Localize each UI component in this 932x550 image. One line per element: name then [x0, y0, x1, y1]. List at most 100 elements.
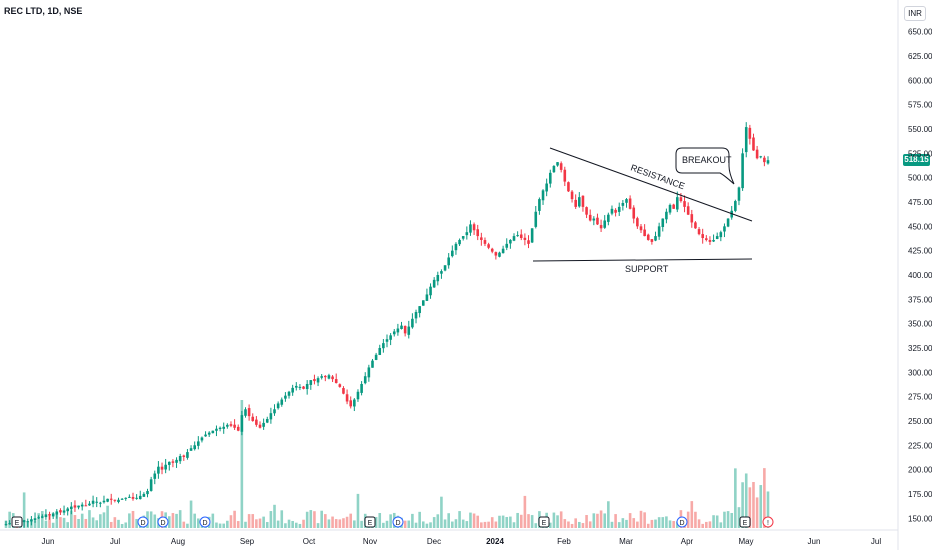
candle-body	[603, 220, 607, 228]
candle-body	[556, 162, 559, 166]
volume-bar	[360, 520, 363, 528]
candle-body	[186, 452, 189, 458]
volume-bar	[559, 511, 563, 528]
volume-bar	[534, 523, 538, 528]
candles	[4, 122, 770, 528]
volume-bar	[255, 519, 258, 528]
candle-body	[374, 354, 378, 360]
volume-bar	[509, 516, 512, 528]
volume-bar	[599, 510, 603, 528]
volume-bar	[730, 512, 734, 528]
volume-bar	[102, 512, 106, 528]
volume-bar	[596, 513, 599, 528]
volume-bar	[222, 523, 226, 528]
volume-bar	[432, 517, 436, 528]
candle-body	[345, 394, 349, 402]
candle-body	[70, 506, 73, 510]
candle-body	[309, 380, 313, 385]
earnings-marker	[364, 516, 376, 528]
candle-body	[8, 523, 11, 525]
volume-bar	[316, 523, 320, 528]
candle-body	[447, 257, 450, 266]
currency-button[interactable]: INR	[904, 6, 926, 21]
candle-body	[668, 204, 672, 213]
candle-body	[236, 426, 240, 431]
volume-bar	[527, 514, 530, 528]
volume-bar	[62, 517, 66, 528]
volume-bar	[603, 513, 607, 528]
volume-bar	[734, 468, 737, 528]
dividend-marker	[137, 516, 149, 528]
candle-body	[378, 347, 382, 355]
candle-body	[135, 497, 138, 499]
volume-bar	[556, 515, 559, 528]
volume-bar	[385, 520, 389, 528]
candle-body	[483, 240, 487, 244]
candle-body	[552, 166, 556, 173]
support-line	[532, 258, 753, 262]
volume-bar	[705, 521, 708, 528]
volume-bar	[37, 513, 40, 528]
volume-bar	[324, 514, 327, 528]
volume-bar	[411, 513, 414, 528]
time-axis: Jun Jul Aug Sep Oct Nov Dec 2024 Feb Mar Apr May Jun…	[42, 537, 882, 546]
event-marker-label: D	[160, 520, 165, 527]
candle-body	[403, 325, 407, 334]
volume-bar	[454, 519, 458, 528]
volume-bar	[461, 519, 465, 528]
dividend-marker	[676, 516, 688, 528]
volume-bar	[128, 513, 131, 528]
candle-body	[327, 375, 331, 379]
event-marker-label: E	[743, 520, 748, 527]
price-tick-label: 525.00	[908, 149, 932, 158]
candle-body	[244, 409, 247, 416]
volume-bar	[708, 521, 712, 528]
candle-body	[578, 197, 581, 207]
volume-bar	[472, 513, 476, 528]
candle-body	[650, 239, 654, 242]
volume-bar	[614, 514, 617, 528]
volume-bar	[451, 521, 454, 528]
volume-bar	[109, 521, 113, 528]
support-label: SUPPORT	[625, 264, 669, 274]
volume-bar	[487, 521, 490, 528]
candle-body	[222, 426, 226, 429]
candle-body	[509, 239, 512, 244]
candle-body	[331, 376, 334, 380]
volume-bar	[233, 510, 236, 528]
volume-bar	[91, 517, 95, 528]
volume-bar	[113, 517, 117, 528]
candle-body	[425, 294, 429, 301]
volume-bar	[737, 507, 741, 528]
candle-body	[324, 375, 327, 378]
volume-bar	[265, 522, 269, 528]
candle-body	[273, 409, 276, 414]
candle-body	[385, 339, 389, 342]
candle-body	[766, 160, 770, 164]
volume-bars	[4, 400, 770, 528]
volume-bar	[77, 518, 80, 528]
candle-body	[66, 508, 69, 512]
volume-bar	[284, 523, 287, 528]
volume-bar	[425, 523, 429, 528]
candle-body	[512, 236, 516, 241]
candle-body	[73, 505, 77, 508]
earnings-marker	[11, 516, 23, 528]
candle-body	[476, 229, 480, 237]
volume-bar	[672, 521, 675, 528]
candle-body	[625, 199, 628, 203]
volume-bar	[33, 520, 37, 528]
price-tick-label: 175.00	[908, 490, 932, 499]
volume-bar	[175, 513, 178, 528]
candle-body	[247, 408, 251, 417]
breakout-callout	[675, 147, 735, 185]
volume-bar	[342, 518, 345, 528]
volume-bar	[80, 513, 84, 528]
candle-body	[451, 250, 454, 257]
candle-body	[77, 505, 80, 508]
volume-bar	[167, 516, 171, 528]
candle-body	[338, 384, 342, 387]
candle-body	[178, 455, 182, 462]
volume-bar	[287, 519, 291, 528]
